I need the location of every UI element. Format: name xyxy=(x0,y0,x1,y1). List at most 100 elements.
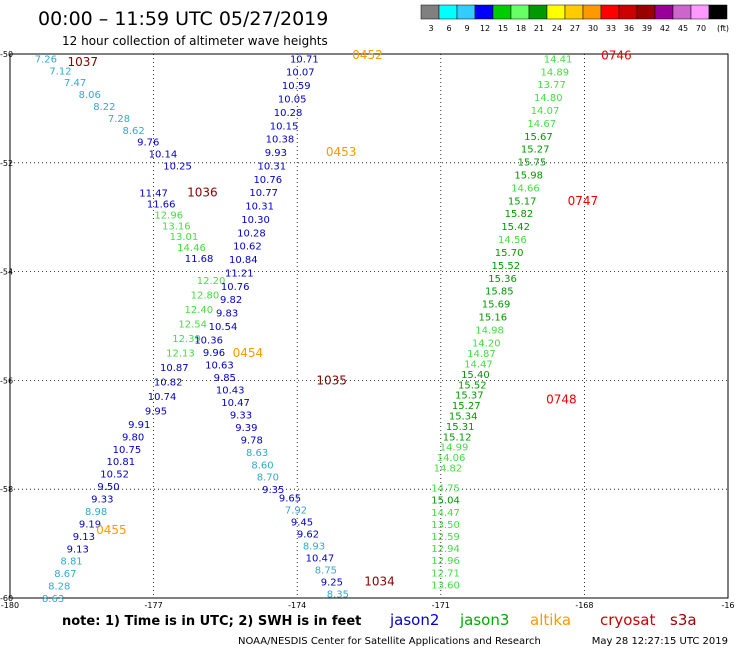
wave-height-point: 7.47 xyxy=(64,78,86,89)
legend-label: 39 xyxy=(642,24,652,33)
x-tick-label: -180 xyxy=(1,601,19,610)
wave-height-point: 15.70 xyxy=(495,248,524,259)
wave-height-point: 15.52 xyxy=(492,261,521,272)
legend-label: 6 xyxy=(446,24,451,33)
wave-height-point: 10.82 xyxy=(154,377,183,388)
wave-height-point: 10.36 xyxy=(194,336,223,347)
pass-time-label: 1037 xyxy=(67,55,98,69)
wave-height-point: 15.69 xyxy=(482,300,511,311)
legend-swatch xyxy=(690,4,710,20)
wave-height-point: 12.20 xyxy=(197,276,226,287)
wave-height-point: 10.75 xyxy=(113,445,142,456)
legend-swatch xyxy=(618,4,638,20)
satellite-name: jason3 xyxy=(459,611,509,629)
wave-height-point: 10.05 xyxy=(278,94,307,105)
wave-height-point: 11.68 xyxy=(185,254,214,265)
wave-height-point: 12.13 xyxy=(166,348,195,359)
satellite-name: cryosat xyxy=(600,611,655,629)
wave-height-point: 8.62 xyxy=(123,126,145,137)
wave-height-point: 13.77 xyxy=(537,80,566,91)
wave-height-point: 8.06 xyxy=(79,90,101,101)
wave-height-point: 15.42 xyxy=(501,222,530,233)
wave-height-point: 12.59 xyxy=(431,532,460,543)
legend-swatch xyxy=(708,4,728,20)
pass-time-label: 0748 xyxy=(546,392,577,406)
wave-height-point: 14.07 xyxy=(531,106,560,117)
wave-height-point: 9.91 xyxy=(128,420,150,431)
wave-height-point: 9.19 xyxy=(79,519,101,530)
wave-height-point: 15.36 xyxy=(488,274,517,285)
wave-height-point: 8.63 xyxy=(246,448,268,459)
wave-height-point: 14.20 xyxy=(472,338,501,349)
wave-height-point: 15.82 xyxy=(505,209,534,220)
wave-height-point: 14.75 xyxy=(431,484,460,495)
wave-height-point: 9.78 xyxy=(241,435,263,446)
legend-label: 36 xyxy=(624,24,634,33)
wave-height-point: 15.40 xyxy=(461,370,490,381)
wave-height-point: 14.89 xyxy=(540,67,569,78)
wave-height-point: 10.28 xyxy=(237,228,266,239)
wave-height-point: 12.39 xyxy=(172,334,201,345)
wave-height-point: 15.27 xyxy=(452,401,481,412)
footer-credit: NOAA/NESDIS Center for Satellite Applica… xyxy=(238,636,541,647)
axis-ticks: -180 -177 -174 -171 -168 -16 -50 -52 -54 -56 -58 -6… xyxy=(0,50,735,610)
wave-height-point: 9.13 xyxy=(73,532,95,543)
legend-swatch xyxy=(546,4,566,20)
legend-label: 12 xyxy=(480,24,490,33)
wave-height-point: 9.13 xyxy=(67,544,89,555)
wave-height-point: 9.62 xyxy=(297,529,319,540)
footer-timestamp: May 28 12:27:15 UTC 2019 xyxy=(592,636,728,647)
wave-height-point: 12.40 xyxy=(184,305,213,316)
wave-height-point: 12.54 xyxy=(178,319,207,330)
legend-swatch xyxy=(438,4,458,20)
wave-height-point: 11.66 xyxy=(147,200,176,211)
wave-height-point: 15.85 xyxy=(485,287,514,298)
pass-time-label: 0746 xyxy=(601,49,632,63)
wave-height-point: 15.34 xyxy=(449,412,478,423)
legend-swatch xyxy=(654,4,674,20)
satellite-name: jason2 xyxy=(389,611,439,629)
legend-label: 3 xyxy=(428,24,433,33)
pass-time-label: 0452 xyxy=(352,48,383,62)
x-tick-label: -171 xyxy=(432,601,450,610)
wave-height-point: 7.28 xyxy=(108,114,130,125)
wave-height-point: 15.16 xyxy=(478,313,507,324)
wave-height-point: 15.98 xyxy=(514,171,543,182)
legend-swatch xyxy=(474,4,494,20)
wave-height-point: 15.31 xyxy=(446,422,475,433)
legend-swatch xyxy=(582,4,602,20)
y-tick-label: -56 xyxy=(0,376,13,385)
chart-title: 00:00 – 11:59 UTC 05/27/2019 xyxy=(38,8,328,30)
wave-height-point: 12.96 xyxy=(154,210,183,221)
wave-height-point: 14.82 xyxy=(434,463,463,474)
y-tick-label: -54 xyxy=(0,268,13,277)
wave-height-point: 10.76 xyxy=(253,175,282,186)
wave-height-point: 13.01 xyxy=(170,232,199,243)
x-tick-label: -174 xyxy=(288,601,306,610)
wave-height-labels: 7.267.127.478.068.227.288.629.7610.1410.… xyxy=(35,54,573,605)
legend-label: 33 xyxy=(606,24,616,33)
wave-height-point: 9.76 xyxy=(137,138,159,149)
wave-height-point: 15.17 xyxy=(508,196,537,207)
wave-height-point: 15.04 xyxy=(431,496,460,507)
y-tick-label: -58 xyxy=(0,485,13,494)
wave-height-point: 9.80 xyxy=(122,432,144,443)
wave-height-point: 13.60 xyxy=(431,580,460,591)
wave-height-point: 7.12 xyxy=(49,66,71,77)
legend-swatch xyxy=(420,4,440,20)
wave-height-point: 9.25 xyxy=(321,578,343,589)
x-tick-label: -16 xyxy=(721,601,734,610)
legend-label: 15 xyxy=(498,24,508,33)
wave-height-point: 15.52 xyxy=(458,380,487,391)
legend-swatch xyxy=(600,4,620,20)
wave-height-point: 10.81 xyxy=(106,457,135,468)
wave-height-point: 12.71 xyxy=(431,568,460,579)
wave-height-point: 8.70 xyxy=(257,473,279,484)
y-tick-label: -60 xyxy=(0,594,13,603)
legend-label: 45 xyxy=(678,24,688,33)
wave-height-point: 8.60 xyxy=(251,460,273,471)
wave-height-point: 14.46 xyxy=(177,243,206,254)
wave-height-point: 10.25 xyxy=(163,162,192,173)
color-legend: 3 6 9 12 15 18 21 24 27 30 33 36 39 42 45 70 (ft) xyxy=(420,4,729,33)
